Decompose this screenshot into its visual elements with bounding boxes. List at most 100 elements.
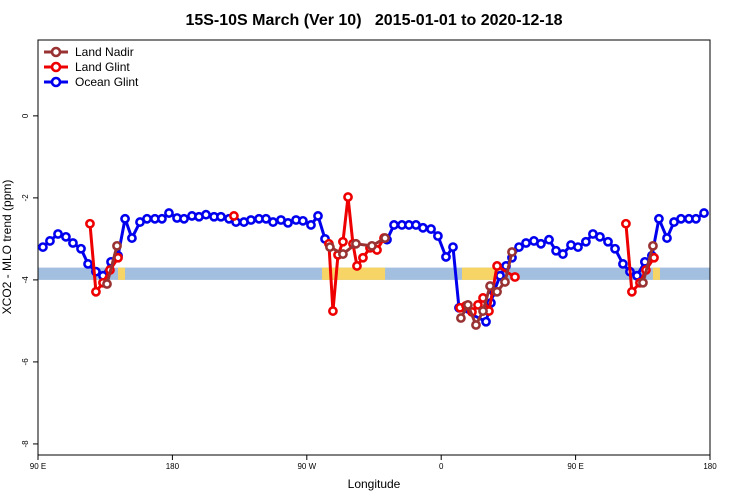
x-tick-label: 180: [703, 462, 717, 471]
x-tick-label: 180: [166, 462, 180, 471]
data-point: [691, 213, 701, 224]
data-point: [306, 220, 316, 230]
y-tick-label: -4: [21, 276, 30, 284]
data-point: [463, 300, 473, 310]
data-point: [510, 272, 520, 282]
data-point: [216, 211, 226, 222]
data-point: [595, 231, 605, 242]
series-line: [41, 211, 705, 324]
data-point: [544, 234, 554, 245]
data-point: [492, 286, 502, 297]
data-point: [367, 240, 377, 251]
data-point: [164, 208, 174, 218]
legend-label: Land Glint: [75, 60, 130, 74]
x-tick-label: 90 E: [30, 462, 46, 471]
data-point: [127, 233, 137, 243]
data-point: [120, 213, 130, 224]
data-point: [514, 242, 524, 252]
data-point: [283, 217, 293, 228]
data-point: [618, 259, 628, 269]
land-region: [461, 267, 501, 280]
data-point: [325, 242, 335, 252]
data-point: [456, 313, 466, 323]
y-tick-label: -6: [21, 358, 30, 366]
data-point: [441, 252, 451, 262]
data-point: [268, 217, 278, 227]
data-point: [61, 231, 71, 242]
chart-title: 15S-10S March (Ver 10) 2015-01-01 to 202…: [185, 12, 562, 29]
x-tick-label: 90 W: [297, 462, 316, 471]
data-point: [328, 306, 338, 316]
data-point: [418, 222, 428, 233]
x-tick-label: 90 E: [567, 462, 583, 471]
data-point: [626, 286, 637, 297]
land-region: [118, 267, 126, 280]
data-point: [603, 236, 613, 247]
x-tick-label: 0: [439, 462, 444, 471]
data-point: [68, 238, 78, 248]
data-point: [157, 213, 167, 224]
data-point: [338, 236, 348, 247]
data-point: [448, 242, 458, 252]
data-point: [142, 213, 152, 224]
legend-marker: [50, 46, 62, 58]
data-point: [358, 252, 368, 263]
data-point: [201, 209, 211, 220]
plot-frame: [37, 39, 711, 456]
data-point: [536, 238, 546, 249]
data-point: [45, 236, 55, 246]
data-point: [471, 320, 481, 330]
data-point: [338, 249, 348, 259]
legend-label: Land Nadir: [75, 45, 134, 59]
data-point: [699, 208, 709, 218]
legend-label: Ocean Glint: [75, 75, 139, 89]
data-point: [610, 243, 620, 254]
data-point: [662, 233, 672, 243]
data-point: [112, 240, 122, 251]
y-tick-label: -8: [21, 440, 30, 448]
data-point: [521, 238, 531, 248]
data-point: [621, 218, 631, 229]
data-point: [53, 229, 63, 239]
data-point: [91, 286, 101, 297]
data-point: [389, 220, 399, 230]
data-point: [473, 300, 483, 310]
data-point: [426, 224, 436, 234]
data-point: [507, 247, 517, 257]
data-point: [246, 215, 256, 225]
data-point: [313, 211, 323, 221]
data-point: [478, 306, 488, 316]
data-point: [676, 213, 686, 224]
data-point: [298, 215, 308, 226]
data-point: [343, 192, 353, 202]
legend-marker: [50, 61, 62, 73]
data-point: [485, 281, 495, 291]
data-point: [654, 213, 664, 224]
data-point: [229, 211, 239, 221]
data-point: [573, 242, 583, 252]
land-region: [652, 267, 660, 280]
data-point: [433, 231, 443, 241]
y-tick-label: -2: [21, 194, 30, 202]
data-point: [102, 279, 112, 289]
y-axis-label: XCO2 - MLO trend (ppm): [0, 180, 14, 315]
data-point: [351, 238, 361, 249]
data-point: [85, 218, 95, 229]
data-point: [492, 261, 502, 271]
data-point: [38, 242, 48, 252]
data-point: [352, 261, 362, 271]
data-point: [83, 259, 93, 269]
data-point: [76, 243, 86, 254]
data-point: [380, 233, 390, 243]
x-axis-label: Longitude: [348, 477, 401, 491]
data-point: [558, 249, 568, 259]
data-point: [581, 236, 591, 247]
data-point: [638, 277, 648, 288]
data-point: [481, 316, 491, 327]
legend-marker: [50, 76, 62, 88]
data-point: [648, 240, 658, 251]
y-tick-label: 0: [21, 113, 30, 118]
data-point: [179, 213, 189, 224]
data-point: [500, 277, 510, 287]
